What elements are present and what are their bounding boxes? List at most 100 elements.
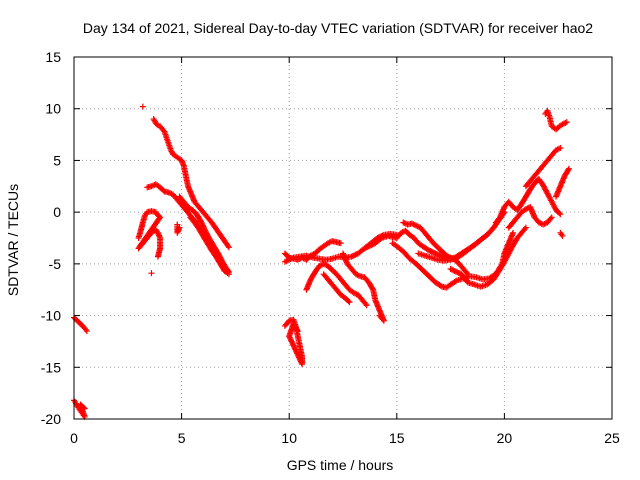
data-point bbox=[369, 241, 376, 248]
data-point bbox=[292, 347, 299, 354]
data-point bbox=[294, 351, 301, 358]
x-tick-label: 10 bbox=[281, 430, 297, 446]
data-point bbox=[148, 270, 155, 277]
series-arc-7 bbox=[148, 221, 183, 277]
y-tick-labels: 15 10 5 0 -5 -10 -15 -20 bbox=[41, 49, 61, 427]
data-point bbox=[522, 224, 529, 231]
y-tick-label: -10 bbox=[41, 308, 61, 324]
data-point bbox=[521, 225, 528, 232]
data-point bbox=[557, 211, 564, 218]
data-point bbox=[288, 337, 295, 344]
data-point bbox=[361, 245, 368, 252]
data-point bbox=[80, 404, 87, 411]
data-point bbox=[447, 266, 454, 273]
data-point bbox=[401, 220, 408, 227]
data-point bbox=[337, 240, 344, 247]
data-point bbox=[346, 299, 353, 306]
data-point bbox=[559, 232, 566, 239]
y-tick-label: -20 bbox=[41, 411, 61, 427]
x-tick-label: 20 bbox=[497, 430, 513, 446]
series-arc-17 bbox=[400, 219, 471, 278]
data-point bbox=[365, 243, 372, 250]
data-point bbox=[290, 342, 297, 349]
data-point bbox=[548, 214, 555, 221]
data-point bbox=[450, 267, 457, 274]
data-point bbox=[298, 359, 305, 366]
data-point bbox=[369, 285, 376, 292]
data-point bbox=[225, 244, 232, 251]
series-arc-3 bbox=[139, 103, 146, 110]
data-point bbox=[295, 353, 302, 360]
data-point bbox=[287, 335, 294, 342]
series-arc-24 bbox=[542, 107, 570, 133]
series-arc-2 bbox=[71, 397, 88, 420]
data-point bbox=[201, 225, 208, 232]
data-point bbox=[198, 219, 205, 226]
data-point bbox=[452, 278, 459, 285]
data-point bbox=[81, 405, 88, 412]
x-tick-label: 5 bbox=[178, 430, 186, 446]
data-point bbox=[200, 223, 207, 230]
data-point bbox=[454, 269, 461, 276]
data-point bbox=[294, 350, 301, 357]
data-point bbox=[452, 268, 459, 275]
data-point bbox=[547, 215, 554, 222]
data-point bbox=[489, 225, 496, 232]
data-point bbox=[139, 103, 146, 110]
series-arc-19 bbox=[415, 224, 497, 264]
x-axis-label: GPS time / hours bbox=[287, 457, 394, 473]
data-point bbox=[556, 210, 563, 217]
data-point bbox=[296, 354, 303, 361]
data-point bbox=[455, 269, 462, 276]
series-arc-25 bbox=[553, 165, 572, 239]
data-point bbox=[199, 222, 206, 229]
x-tick-labels: 0 5 10 15 20 25 bbox=[70, 430, 620, 446]
data-point bbox=[82, 326, 89, 333]
axis-ticks bbox=[73, 56, 613, 420]
y-tick-label: 0 bbox=[53, 204, 61, 220]
y-tick-label: -15 bbox=[41, 359, 61, 375]
series-arc-4 bbox=[150, 116, 232, 251]
x-tick-label: 15 bbox=[389, 430, 405, 446]
data-points bbox=[71, 103, 572, 420]
series-arc-14 bbox=[281, 316, 306, 368]
data-point bbox=[176, 224, 183, 231]
data-point bbox=[199, 221, 206, 228]
data-point bbox=[437, 282, 444, 289]
data-point bbox=[289, 341, 296, 348]
data-point bbox=[563, 119, 570, 126]
y-tick-label: -5 bbox=[49, 256, 62, 272]
data-point bbox=[297, 357, 304, 364]
data-point bbox=[448, 266, 455, 273]
data-point bbox=[299, 361, 306, 368]
series-arc-22 bbox=[505, 203, 555, 231]
data-point bbox=[510, 229, 517, 236]
series-arc-12 bbox=[303, 260, 370, 309]
data-point bbox=[225, 243, 232, 250]
data-point bbox=[363, 302, 370, 309]
data-point bbox=[291, 345, 298, 352]
data-point bbox=[376, 312, 383, 319]
x-tick-label: 0 bbox=[70, 430, 78, 446]
grid bbox=[74, 57, 612, 419]
data-point bbox=[294, 326, 301, 333]
data-point bbox=[362, 244, 369, 251]
data-point bbox=[225, 271, 232, 278]
data-point bbox=[368, 242, 375, 249]
data-point bbox=[197, 218, 204, 225]
data-point bbox=[289, 339, 296, 346]
y-tick-label: 15 bbox=[45, 49, 61, 65]
data-point bbox=[153, 121, 160, 128]
series-arc-6 bbox=[135, 208, 164, 260]
data-point bbox=[154, 253, 161, 260]
data-point bbox=[83, 328, 90, 335]
data-point bbox=[565, 166, 572, 173]
y-tick-label: 5 bbox=[53, 152, 61, 168]
data-point bbox=[292, 346, 299, 353]
data-point bbox=[291, 343, 298, 350]
data-point bbox=[297, 358, 304, 365]
data-point bbox=[294, 328, 301, 335]
series-arc-20 bbox=[447, 224, 529, 290]
series-arc-13 bbox=[320, 271, 353, 306]
